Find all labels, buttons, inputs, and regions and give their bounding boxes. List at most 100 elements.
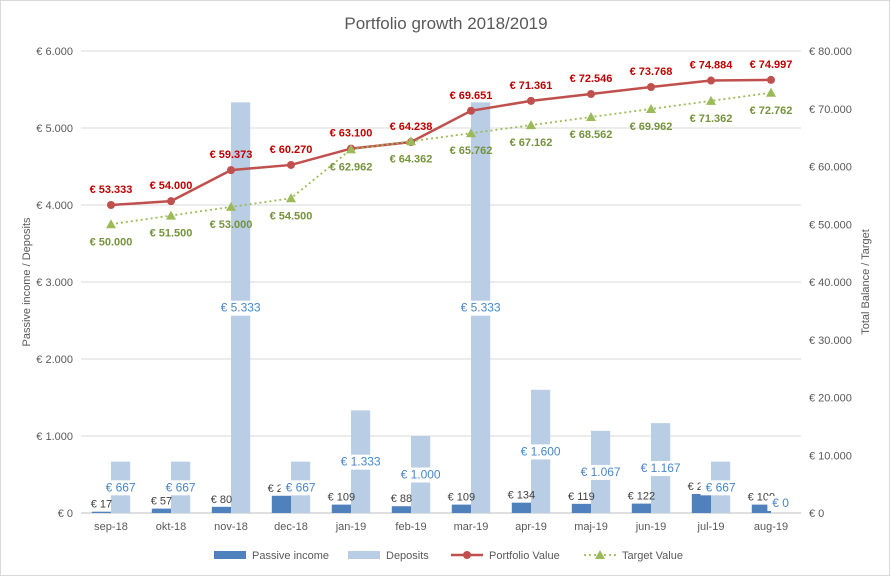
legend-swatch bbox=[214, 551, 246, 559]
target-value-label: € 64.362 bbox=[390, 153, 433, 165]
passive-income-label: € 88 bbox=[391, 493, 412, 505]
target-value-label: € 71.362 bbox=[690, 113, 733, 125]
y-right-tick-label: € 50.000 bbox=[809, 219, 852, 231]
portfolio-value-point bbox=[107, 201, 115, 210]
target-value-label: € 65.762 bbox=[450, 145, 493, 157]
deposits-label: € 0 bbox=[772, 496, 789, 510]
legend-marker bbox=[595, 550, 605, 559]
portfolio-value-label: € 64.238 bbox=[390, 121, 433, 133]
portfolio-value-point bbox=[227, 166, 235, 175]
portfolio-value-point bbox=[467, 106, 475, 115]
deposits-label-bg bbox=[513, 444, 568, 460]
x-tick-label: jun-19 bbox=[635, 521, 667, 533]
deposits-label: € 1.600 bbox=[521, 444, 561, 458]
passive-income-bar bbox=[631, 503, 651, 513]
deposits-label: € 5.333 bbox=[461, 301, 501, 315]
target-value-point bbox=[706, 95, 716, 105]
passive-income-label: € 80 bbox=[211, 494, 232, 506]
portfolio-value-label: € 74.884 bbox=[690, 60, 734, 72]
x-tick-label: feb-19 bbox=[395, 521, 426, 533]
passive-income-label: € 109 bbox=[448, 492, 476, 504]
target-value-label: € 50.000 bbox=[90, 236, 133, 248]
legend-label: Target Value bbox=[622, 550, 683, 562]
portfolio-value-point bbox=[167, 197, 175, 206]
deposits-label-bg bbox=[767, 496, 794, 511]
portfolio-value-label: € 74.997 bbox=[750, 59, 793, 71]
y-axis-right-title: Total Balance / Target bbox=[860, 229, 872, 335]
deposits-label-bg bbox=[100, 480, 141, 496]
gridlines bbox=[81, 50, 801, 514]
y-right-tick-label: € 0 bbox=[809, 508, 824, 520]
x-tick-label: jan-19 bbox=[335, 521, 367, 533]
passive-income-bar bbox=[331, 504, 351, 513]
passive-income-bar bbox=[91, 511, 111, 513]
target-value-label: € 68.562 bbox=[570, 129, 613, 141]
deposits-label-bg bbox=[633, 461, 688, 477]
y-axis-left-title: Passive income / Deposits bbox=[21, 217, 33, 346]
data-labels: € 17€ 57€ 80€ 224€ 109€ 88€ 109€ 134€ 11… bbox=[90, 59, 794, 511]
deposits-label-bg bbox=[700, 480, 741, 496]
portfolio-value-label: € 72.546 bbox=[570, 73, 613, 85]
portfolio-value-label: € 73.768 bbox=[630, 66, 673, 78]
legend-label: Portfolio Value bbox=[489, 550, 560, 562]
target-value-point bbox=[166, 210, 176, 220]
deposits-label-bg bbox=[453, 300, 508, 316]
target-value-line bbox=[110, 91, 772, 226]
deposits-label: € 1.067 bbox=[581, 465, 621, 479]
target-value-label: € 62.962 bbox=[330, 161, 373, 173]
passive-income-bar bbox=[391, 506, 411, 513]
legend-marker bbox=[463, 551, 471, 559]
target-value-point bbox=[406, 136, 416, 146]
target-value-point bbox=[346, 144, 356, 154]
x-tick-label: nov-18 bbox=[214, 521, 248, 533]
passive-income-label: € 122 bbox=[628, 491, 656, 503]
y-left-tick-label: € 0 bbox=[58, 508, 73, 520]
y-left-tick-label: € 4.000 bbox=[36, 200, 73, 212]
passive-income-bar bbox=[511, 502, 531, 513]
deposits-label: € 1.167 bbox=[641, 461, 681, 475]
portfolio-value-label: € 63.100 bbox=[330, 128, 373, 140]
target-value-point bbox=[226, 201, 236, 211]
portfolio-value-label: € 59.373 bbox=[210, 149, 253, 161]
portfolio-value-point bbox=[647, 82, 655, 91]
legend-swatch bbox=[348, 551, 380, 559]
passive-income-label: € 57 bbox=[151, 496, 172, 508]
target-value-point bbox=[466, 128, 476, 138]
portfolio-value-point bbox=[587, 90, 595, 99]
deposits-label-bg bbox=[213, 300, 268, 316]
target-value-label: € 72.762 bbox=[750, 105, 793, 117]
y-left-tick-label: € 5.000 bbox=[36, 123, 73, 135]
deposits-label: € 1.000 bbox=[401, 468, 441, 482]
y-right-tick-label: € 80.000 bbox=[809, 46, 852, 58]
target-value-point bbox=[526, 120, 536, 130]
y-left-tick-label: € 3.000 bbox=[36, 277, 73, 289]
portfolio-value-label: € 71.361 bbox=[510, 80, 553, 92]
portfolio-value-point bbox=[707, 76, 715, 85]
chart-title: Portfolio growth 2018/2019 bbox=[344, 14, 547, 33]
portfolio-value-point bbox=[767, 75, 775, 84]
target-value-point bbox=[286, 193, 296, 203]
target-value-label: € 54.500 bbox=[270, 210, 313, 222]
y-left-tick-label: € 6.000 bbox=[36, 46, 73, 58]
y-right-tick-label: € 30.000 bbox=[809, 335, 852, 347]
y-right-tick-label: € 20.000 bbox=[809, 393, 852, 405]
portfolio-value-label: € 69.651 bbox=[450, 90, 493, 102]
target-value-point bbox=[646, 103, 656, 113]
x-tick-label: sep-18 bbox=[94, 521, 128, 533]
legend: Passive income Deposits Portfolio Value Tar… bbox=[214, 550, 683, 562]
deposits-label-bg bbox=[573, 464, 628, 480]
deposits-label: € 667 bbox=[706, 480, 736, 494]
target-value-label: € 53.000 bbox=[210, 219, 253, 231]
y-right-tick-label: € 70.000 bbox=[809, 104, 852, 116]
x-tick-label: dec-18 bbox=[274, 521, 308, 533]
deposits-label-bg bbox=[333, 454, 388, 470]
portfolio-value-point bbox=[287, 160, 295, 169]
x-tick-label: aug-19 bbox=[754, 521, 788, 533]
passive-income-label: € 119 bbox=[568, 491, 595, 503]
passive-income-bar bbox=[151, 508, 171, 513]
target-value-label: € 69.962 bbox=[630, 121, 673, 133]
target-value-point bbox=[586, 112, 596, 122]
deposits-label-bg bbox=[160, 480, 201, 496]
